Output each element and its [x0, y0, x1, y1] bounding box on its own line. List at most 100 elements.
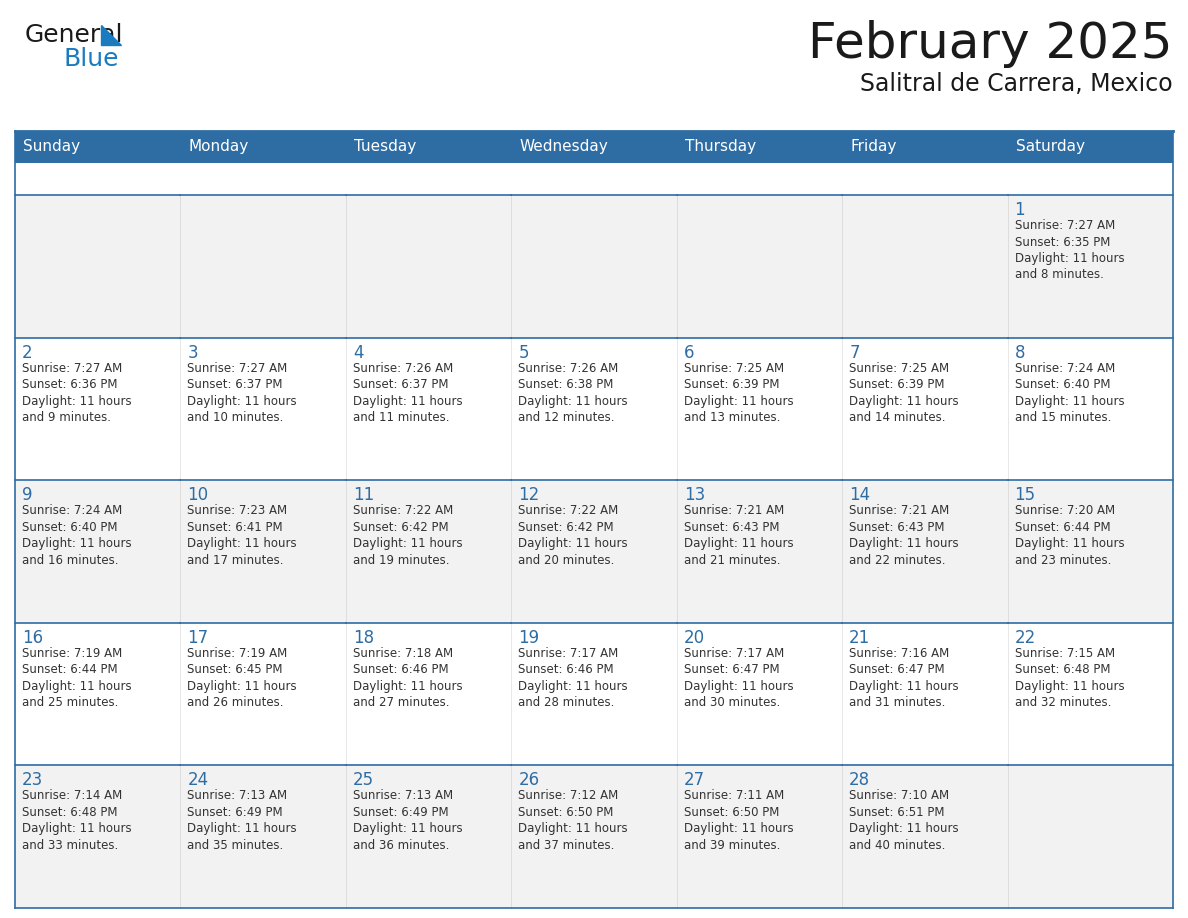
- Bar: [677, 195, 842, 338]
- Bar: [842, 338, 1007, 480]
- Text: Sunrise: 7:25 AM
Sunset: 6:39 PM
Daylight: 11 hours
and 14 minutes.: Sunrise: 7:25 AM Sunset: 6:39 PM Dayligh…: [849, 362, 959, 424]
- Bar: [677, 480, 842, 622]
- Bar: [842, 622, 1007, 766]
- Bar: [1007, 622, 1173, 766]
- Bar: [677, 766, 842, 908]
- Text: Thursday: Thursday: [684, 140, 756, 154]
- Bar: [15, 622, 181, 766]
- Bar: [15, 131, 1173, 163]
- Text: 15: 15: [1015, 487, 1036, 504]
- Bar: [677, 338, 842, 480]
- Text: Sunrise: 7:17 AM
Sunset: 6:47 PM
Daylight: 11 hours
and 30 minutes.: Sunrise: 7:17 AM Sunset: 6:47 PM Dayligh…: [684, 647, 794, 710]
- Bar: [15, 480, 181, 622]
- Text: 24: 24: [188, 771, 209, 789]
- Text: Saturday: Saturday: [1016, 140, 1085, 154]
- Bar: [1007, 480, 1173, 622]
- Text: Tuesday: Tuesday: [354, 140, 416, 154]
- Text: Friday: Friday: [851, 140, 897, 154]
- Text: 26: 26: [518, 771, 539, 789]
- Bar: [842, 766, 1007, 908]
- Text: 18: 18: [353, 629, 374, 647]
- Text: Sunrise: 7:25 AM
Sunset: 6:39 PM
Daylight: 11 hours
and 13 minutes.: Sunrise: 7:25 AM Sunset: 6:39 PM Dayligh…: [684, 362, 794, 424]
- Text: 5: 5: [518, 343, 529, 362]
- Text: 25: 25: [353, 771, 374, 789]
- Bar: [15, 338, 181, 480]
- Text: Sunrise: 7:13 AM
Sunset: 6:49 PM
Daylight: 11 hours
and 35 minutes.: Sunrise: 7:13 AM Sunset: 6:49 PM Dayligh…: [188, 789, 297, 852]
- Bar: [181, 480, 346, 622]
- Text: 3: 3: [188, 343, 198, 362]
- Text: Sunrise: 7:24 AM
Sunset: 6:40 PM
Daylight: 11 hours
and 16 minutes.: Sunrise: 7:24 AM Sunset: 6:40 PM Dayligh…: [23, 504, 132, 566]
- Text: 2: 2: [23, 343, 32, 362]
- Text: 19: 19: [518, 629, 539, 647]
- Bar: [842, 195, 1007, 338]
- Text: Sunrise: 7:23 AM
Sunset: 6:41 PM
Daylight: 11 hours
and 17 minutes.: Sunrise: 7:23 AM Sunset: 6:41 PM Dayligh…: [188, 504, 297, 566]
- Text: 21: 21: [849, 629, 871, 647]
- Polygon shape: [101, 25, 121, 45]
- Bar: [346, 480, 511, 622]
- Text: Sunrise: 7:10 AM
Sunset: 6:51 PM
Daylight: 11 hours
and 40 minutes.: Sunrise: 7:10 AM Sunset: 6:51 PM Dayligh…: [849, 789, 959, 852]
- Bar: [511, 622, 677, 766]
- Text: 27: 27: [684, 771, 704, 789]
- Text: Sunrise: 7:21 AM
Sunset: 6:43 PM
Daylight: 11 hours
and 22 minutes.: Sunrise: 7:21 AM Sunset: 6:43 PM Dayligh…: [849, 504, 959, 566]
- Bar: [181, 766, 346, 908]
- Bar: [677, 622, 842, 766]
- Text: Salitral de Carrera, Mexico: Salitral de Carrera, Mexico: [860, 72, 1173, 96]
- Bar: [15, 195, 181, 338]
- Text: Sunrise: 7:21 AM
Sunset: 6:43 PM
Daylight: 11 hours
and 21 minutes.: Sunrise: 7:21 AM Sunset: 6:43 PM Dayligh…: [684, 504, 794, 566]
- Text: 11: 11: [353, 487, 374, 504]
- Text: Sunrise: 7:11 AM
Sunset: 6:50 PM
Daylight: 11 hours
and 39 minutes.: Sunrise: 7:11 AM Sunset: 6:50 PM Dayligh…: [684, 789, 794, 852]
- Bar: [346, 766, 511, 908]
- Text: Sunday: Sunday: [23, 140, 80, 154]
- Text: General: General: [25, 23, 124, 47]
- Text: Sunrise: 7:27 AM
Sunset: 6:35 PM
Daylight: 11 hours
and 8 minutes.: Sunrise: 7:27 AM Sunset: 6:35 PM Dayligh…: [1015, 219, 1124, 282]
- Text: 17: 17: [188, 629, 209, 647]
- Text: Sunrise: 7:22 AM
Sunset: 6:42 PM
Daylight: 11 hours
and 20 minutes.: Sunrise: 7:22 AM Sunset: 6:42 PM Dayligh…: [518, 504, 628, 566]
- Bar: [346, 338, 511, 480]
- Bar: [1007, 766, 1173, 908]
- Text: Sunrise: 7:19 AM
Sunset: 6:45 PM
Daylight: 11 hours
and 26 minutes.: Sunrise: 7:19 AM Sunset: 6:45 PM Dayligh…: [188, 647, 297, 710]
- Text: Sunrise: 7:27 AM
Sunset: 6:36 PM
Daylight: 11 hours
and 9 minutes.: Sunrise: 7:27 AM Sunset: 6:36 PM Dayligh…: [23, 362, 132, 424]
- Bar: [1007, 195, 1173, 338]
- Text: 4: 4: [353, 343, 364, 362]
- Text: 22: 22: [1015, 629, 1036, 647]
- Bar: [1007, 338, 1173, 480]
- Text: Blue: Blue: [63, 47, 119, 71]
- Text: 12: 12: [518, 487, 539, 504]
- Bar: [842, 480, 1007, 622]
- Text: 16: 16: [23, 629, 43, 647]
- Text: 14: 14: [849, 487, 871, 504]
- Text: 9: 9: [23, 487, 32, 504]
- Text: Sunrise: 7:26 AM
Sunset: 6:37 PM
Daylight: 11 hours
and 11 minutes.: Sunrise: 7:26 AM Sunset: 6:37 PM Dayligh…: [353, 362, 462, 424]
- Text: 20: 20: [684, 629, 704, 647]
- Text: Wednesday: Wednesday: [519, 140, 608, 154]
- Bar: [181, 622, 346, 766]
- Text: Sunrise: 7:13 AM
Sunset: 6:49 PM
Daylight: 11 hours
and 36 minutes.: Sunrise: 7:13 AM Sunset: 6:49 PM Dayligh…: [353, 789, 462, 852]
- Text: Sunrise: 7:19 AM
Sunset: 6:44 PM
Daylight: 11 hours
and 25 minutes.: Sunrise: 7:19 AM Sunset: 6:44 PM Dayligh…: [23, 647, 132, 710]
- Bar: [511, 766, 677, 908]
- Text: 6: 6: [684, 343, 694, 362]
- Bar: [15, 766, 181, 908]
- Text: Sunrise: 7:12 AM
Sunset: 6:50 PM
Daylight: 11 hours
and 37 minutes.: Sunrise: 7:12 AM Sunset: 6:50 PM Dayligh…: [518, 789, 628, 852]
- Text: 7: 7: [849, 343, 860, 362]
- Text: Monday: Monday: [189, 140, 248, 154]
- Bar: [346, 622, 511, 766]
- Text: 8: 8: [1015, 343, 1025, 362]
- Text: Sunrise: 7:14 AM
Sunset: 6:48 PM
Daylight: 11 hours
and 33 minutes.: Sunrise: 7:14 AM Sunset: 6:48 PM Dayligh…: [23, 789, 132, 852]
- Bar: [511, 195, 677, 338]
- Text: Sunrise: 7:26 AM
Sunset: 6:38 PM
Daylight: 11 hours
and 12 minutes.: Sunrise: 7:26 AM Sunset: 6:38 PM Dayligh…: [518, 362, 628, 424]
- Text: Sunrise: 7:17 AM
Sunset: 6:46 PM
Daylight: 11 hours
and 28 minutes.: Sunrise: 7:17 AM Sunset: 6:46 PM Dayligh…: [518, 647, 628, 710]
- Bar: [181, 195, 346, 338]
- Text: February 2025: February 2025: [809, 20, 1173, 68]
- Text: Sunrise: 7:16 AM
Sunset: 6:47 PM
Daylight: 11 hours
and 31 minutes.: Sunrise: 7:16 AM Sunset: 6:47 PM Dayligh…: [849, 647, 959, 710]
- Bar: [181, 338, 346, 480]
- Text: Sunrise: 7:18 AM
Sunset: 6:46 PM
Daylight: 11 hours
and 27 minutes.: Sunrise: 7:18 AM Sunset: 6:46 PM Dayligh…: [353, 647, 462, 710]
- Text: 23: 23: [23, 771, 43, 789]
- Text: 13: 13: [684, 487, 704, 504]
- Bar: [346, 195, 511, 338]
- Text: 28: 28: [849, 771, 871, 789]
- Bar: [511, 338, 677, 480]
- Text: 10: 10: [188, 487, 209, 504]
- Text: Sunrise: 7:15 AM
Sunset: 6:48 PM
Daylight: 11 hours
and 32 minutes.: Sunrise: 7:15 AM Sunset: 6:48 PM Dayligh…: [1015, 647, 1124, 710]
- Bar: [511, 480, 677, 622]
- Text: Sunrise: 7:22 AM
Sunset: 6:42 PM
Daylight: 11 hours
and 19 minutes.: Sunrise: 7:22 AM Sunset: 6:42 PM Dayligh…: [353, 504, 462, 566]
